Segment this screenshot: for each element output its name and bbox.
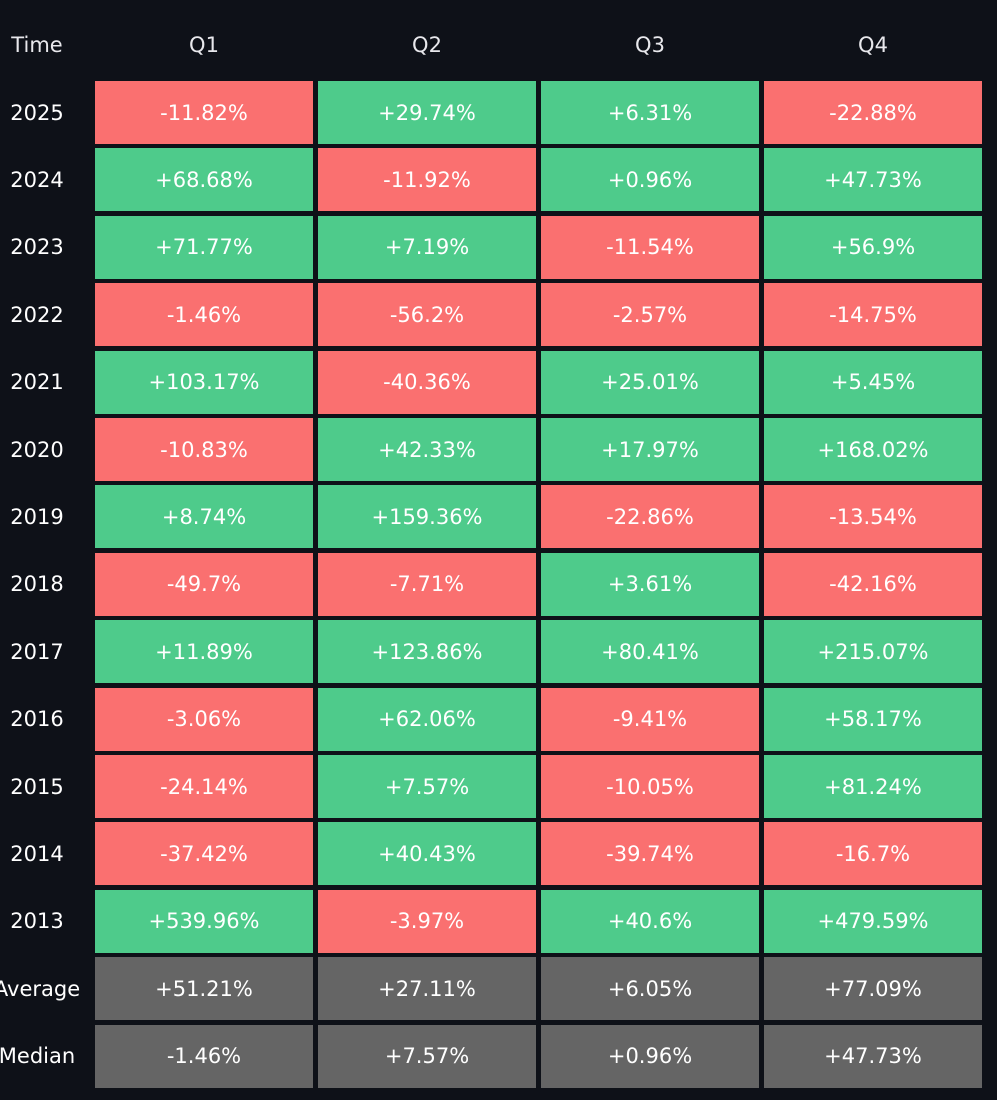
return-cell: -7.71% — [318, 552, 536, 616]
return-cell: +81.24% — [764, 755, 982, 818]
return-cell: +68.68% — [95, 148, 313, 212]
return-cell: +0.96% — [541, 148, 759, 212]
return-cell: +40.6% — [541, 889, 759, 953]
return-cell: -42.16% — [764, 552, 982, 616]
summary-cell: +47.73% — [764, 1024, 982, 1088]
summary-cell: +51.21% — [95, 957, 313, 1021]
return-cell: +58.17% — [764, 687, 982, 751]
summary-cell: +77.09% — [764, 957, 982, 1021]
return-cell: +123.86% — [318, 620, 536, 684]
return-cell: -9.41% — [541, 687, 759, 751]
year-label: 2016 — [10, 707, 64, 732]
year-label: 2019 — [10, 504, 64, 529]
return-cell: -24.14% — [95, 755, 313, 818]
return-cell: +80.41% — [541, 620, 759, 684]
return-cell: +168.02% — [764, 418, 982, 481]
return-cell: -40.36% — [318, 350, 536, 414]
return-cell: +479.59% — [764, 889, 982, 953]
return-cell: -22.86% — [541, 485, 759, 549]
header-cell: Q1 — [189, 33, 219, 57]
return-cell: +56.9% — [764, 215, 982, 279]
summary-cell: -1.46% — [95, 1024, 313, 1088]
return-cell: -2.57% — [541, 283, 759, 347]
return-cell: +47.73% — [764, 148, 982, 212]
return-cell: +103.17% — [95, 350, 313, 414]
return-cell: -16.7% — [764, 822, 982, 886]
return-cell: +25.01% — [541, 350, 759, 414]
return-cell: +159.36% — [318, 485, 536, 549]
summary-label: Median — [0, 1044, 76, 1069]
return-cell: +29.74% — [318, 81, 536, 144]
return-cell: -10.83% — [95, 418, 313, 481]
return-cell: -11.82% — [95, 81, 313, 144]
year-label: 2023 — [10, 235, 64, 260]
return-cell: +6.31% — [541, 81, 759, 144]
return-cell: +42.33% — [318, 418, 536, 481]
year-label: 2024 — [10, 167, 64, 192]
year-label: 2013 — [10, 909, 64, 934]
return-cell: +5.45% — [764, 350, 982, 414]
year-label: 2022 — [10, 302, 64, 327]
return-cell: -1.46% — [95, 283, 313, 347]
return-cell: -11.92% — [318, 148, 536, 212]
year-label: 2020 — [10, 437, 64, 462]
return-cell: +40.43% — [318, 822, 536, 886]
year-label: 2015 — [10, 774, 64, 799]
year-label: 2018 — [10, 572, 64, 597]
return-cell: -3.97% — [318, 889, 536, 953]
return-cell: -39.74% — [541, 822, 759, 886]
return-cell: +215.07% — [764, 620, 982, 684]
return-cell: +7.57% — [318, 755, 536, 818]
return-cell: -22.88% — [764, 81, 982, 144]
return-cell: -49.7% — [95, 552, 313, 616]
return-cell: +7.19% — [318, 215, 536, 279]
return-cell: -37.42% — [95, 822, 313, 886]
header-cell: Q2 — [412, 33, 442, 57]
year-label: 2017 — [10, 639, 64, 664]
return-cell: -56.2% — [318, 283, 536, 347]
summary-cell: +0.96% — [541, 1024, 759, 1088]
year-label: 2025 — [10, 100, 64, 125]
return-cell: -14.75% — [764, 283, 982, 347]
return-cell: +539.96% — [95, 889, 313, 953]
return-cell: +71.77% — [95, 215, 313, 279]
return-cell: +11.89% — [95, 620, 313, 684]
return-cell: -11.54% — [541, 215, 759, 279]
summary-label: Average — [0, 976, 81, 1001]
return-cell: -3.06% — [95, 687, 313, 751]
summary-cell: +6.05% — [541, 957, 759, 1021]
return-cell: +62.06% — [318, 687, 536, 751]
header-cell: Q4 — [858, 33, 888, 57]
year-label: 2014 — [10, 841, 64, 866]
summary-cell: +7.57% — [318, 1024, 536, 1088]
year-label: 2021 — [10, 370, 64, 395]
header-label: Time — [11, 33, 63, 57]
return-cell: +17.97% — [541, 418, 759, 481]
return-cell: -13.54% — [764, 485, 982, 549]
return-cell: +3.61% — [541, 552, 759, 616]
summary-cell: +27.11% — [318, 957, 536, 1021]
return-cell: +8.74% — [95, 485, 313, 549]
return-cell: -10.05% — [541, 755, 759, 818]
header-cell: Q3 — [635, 33, 665, 57]
